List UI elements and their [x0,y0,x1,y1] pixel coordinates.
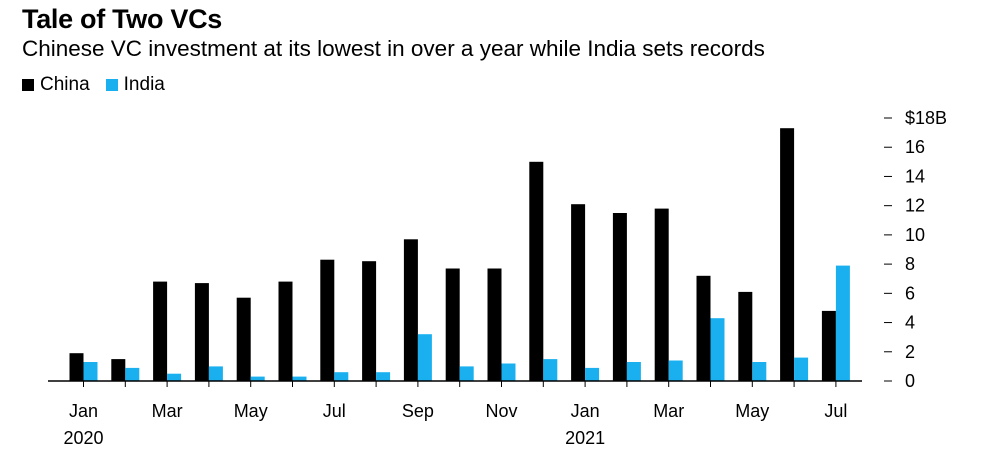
x-axis: Jan 2020 Mar May Jul Sep Nov Jan 2021 Mar May Jul [48,380,862,448]
x-tick-label: Mar [152,401,183,421]
bar-china [612,213,627,381]
bar-india [125,367,140,381]
bar-china [571,204,586,381]
x-tick-label: Jan [69,401,98,421]
x-tick-label: Jul [824,401,847,421]
bar-china [278,281,293,381]
y-tick-label: 12 [905,196,925,216]
x-tick-label: Jan [571,401,600,421]
chart-legend: China India [22,74,181,96]
bar-china [153,281,168,381]
bar-china [696,275,711,381]
x-tick-label: Mar [653,401,684,421]
bar-india [292,376,307,381]
bar-india [543,359,558,381]
chart-subtitle: Chinese VC investment at its lowest in o… [22,36,765,61]
legend-swatch-china [22,79,34,91]
bar-china [111,359,126,381]
bar-india [83,362,98,381]
x-tick-year-label: 2020 [63,428,103,448]
legend-item-china: China [22,74,90,96]
y-tick-label: $18B [905,108,947,128]
x-tick-label: May [735,401,769,421]
bar-china [780,128,795,381]
x-tick-label: Nov [485,401,517,421]
bar-china [236,297,251,381]
bars-group [69,128,850,381]
bar-china [529,161,544,381]
legend-swatch-india [105,79,118,91]
bar-india [417,334,432,381]
legend-label-china: China [40,74,90,95]
bar-china [69,353,84,381]
bar-china [654,208,669,381]
bar-china [320,259,335,381]
bar-china [821,310,836,381]
bar-china [362,261,377,381]
bar-india [167,373,182,381]
bar-china [445,268,460,381]
bar-china [487,268,502,381]
bar-india [250,376,265,381]
bar-india [208,366,223,381]
y-tick-label: 6 [905,283,915,303]
y-axis: 0 2 4 6 8 10 12 14 16 $18B [884,108,947,391]
bar-india [459,366,474,381]
bar-china [194,283,209,381]
bar-india [501,363,516,381]
bar-india [334,372,349,381]
bar-china [403,239,418,381]
y-tick-label: 0 [905,371,915,391]
bar-india [752,362,767,381]
y-tick-label: 4 [905,313,915,333]
bar-india [835,265,850,381]
x-tick-label: Sep [402,401,434,421]
y-tick-label: 14 [905,166,925,186]
y-tick-label: 8 [905,254,915,274]
y-tick-label: 10 [905,225,925,245]
chart-title: Tale of Two VCs [22,4,223,34]
x-tick-label: Jul [323,401,346,421]
legend-label-india: India [123,74,165,95]
bar-india [710,318,725,381]
x-tick-label: May [234,401,268,421]
bar-india [626,362,641,381]
bar-india [585,367,600,381]
y-tick-label: 16 [905,137,925,157]
y-tick-label: 2 [905,342,915,362]
x-tick-year-label: 2021 [565,428,605,448]
bar-india [376,372,391,381]
bar-china [738,291,753,381]
bar-india [668,360,683,381]
bar-india [794,357,809,381]
legend-item-india: India [105,74,165,96]
